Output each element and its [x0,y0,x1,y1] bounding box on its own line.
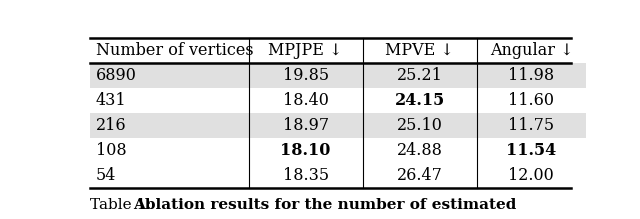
Text: 11.60: 11.60 [508,92,554,109]
Text: 18.10: 18.10 [280,142,331,159]
Text: 24.15: 24.15 [395,92,445,109]
Text: 12.00: 12.00 [509,167,554,184]
Text: 25.10: 25.10 [397,117,443,134]
Text: 216: 216 [96,117,127,134]
Text: Table 1:: Table 1: [90,198,156,212]
Text: 18.97: 18.97 [283,117,329,134]
Text: Angular ↓: Angular ↓ [490,42,573,59]
Text: 108: 108 [96,142,127,159]
Text: 11.54: 11.54 [506,142,557,159]
Text: 18.40: 18.40 [283,92,328,109]
Text: 24.88: 24.88 [397,142,443,159]
Text: 54: 54 [96,167,116,184]
Bar [90,63,586,88]
Text: MPVE ↓: MPVE ↓ [385,42,454,59]
Text: 11.98: 11.98 [508,67,554,84]
Text: 25.21: 25.21 [397,67,443,84]
Bar [90,113,586,138]
Text: 26.47: 26.47 [397,167,443,184]
Text: 11.75: 11.75 [508,117,554,134]
Text: 18.35: 18.35 [283,167,329,184]
Text: Number of vertices: Number of vertices [96,42,253,59]
Text: 431: 431 [96,92,127,109]
Text: 6890: 6890 [96,67,137,84]
Text: Ablation results for the number of estimated: Ablation results for the number of estim… [134,198,517,212]
Text: MPJPE ↓: MPJPE ↓ [269,42,343,59]
Text: 19.85: 19.85 [283,67,329,84]
